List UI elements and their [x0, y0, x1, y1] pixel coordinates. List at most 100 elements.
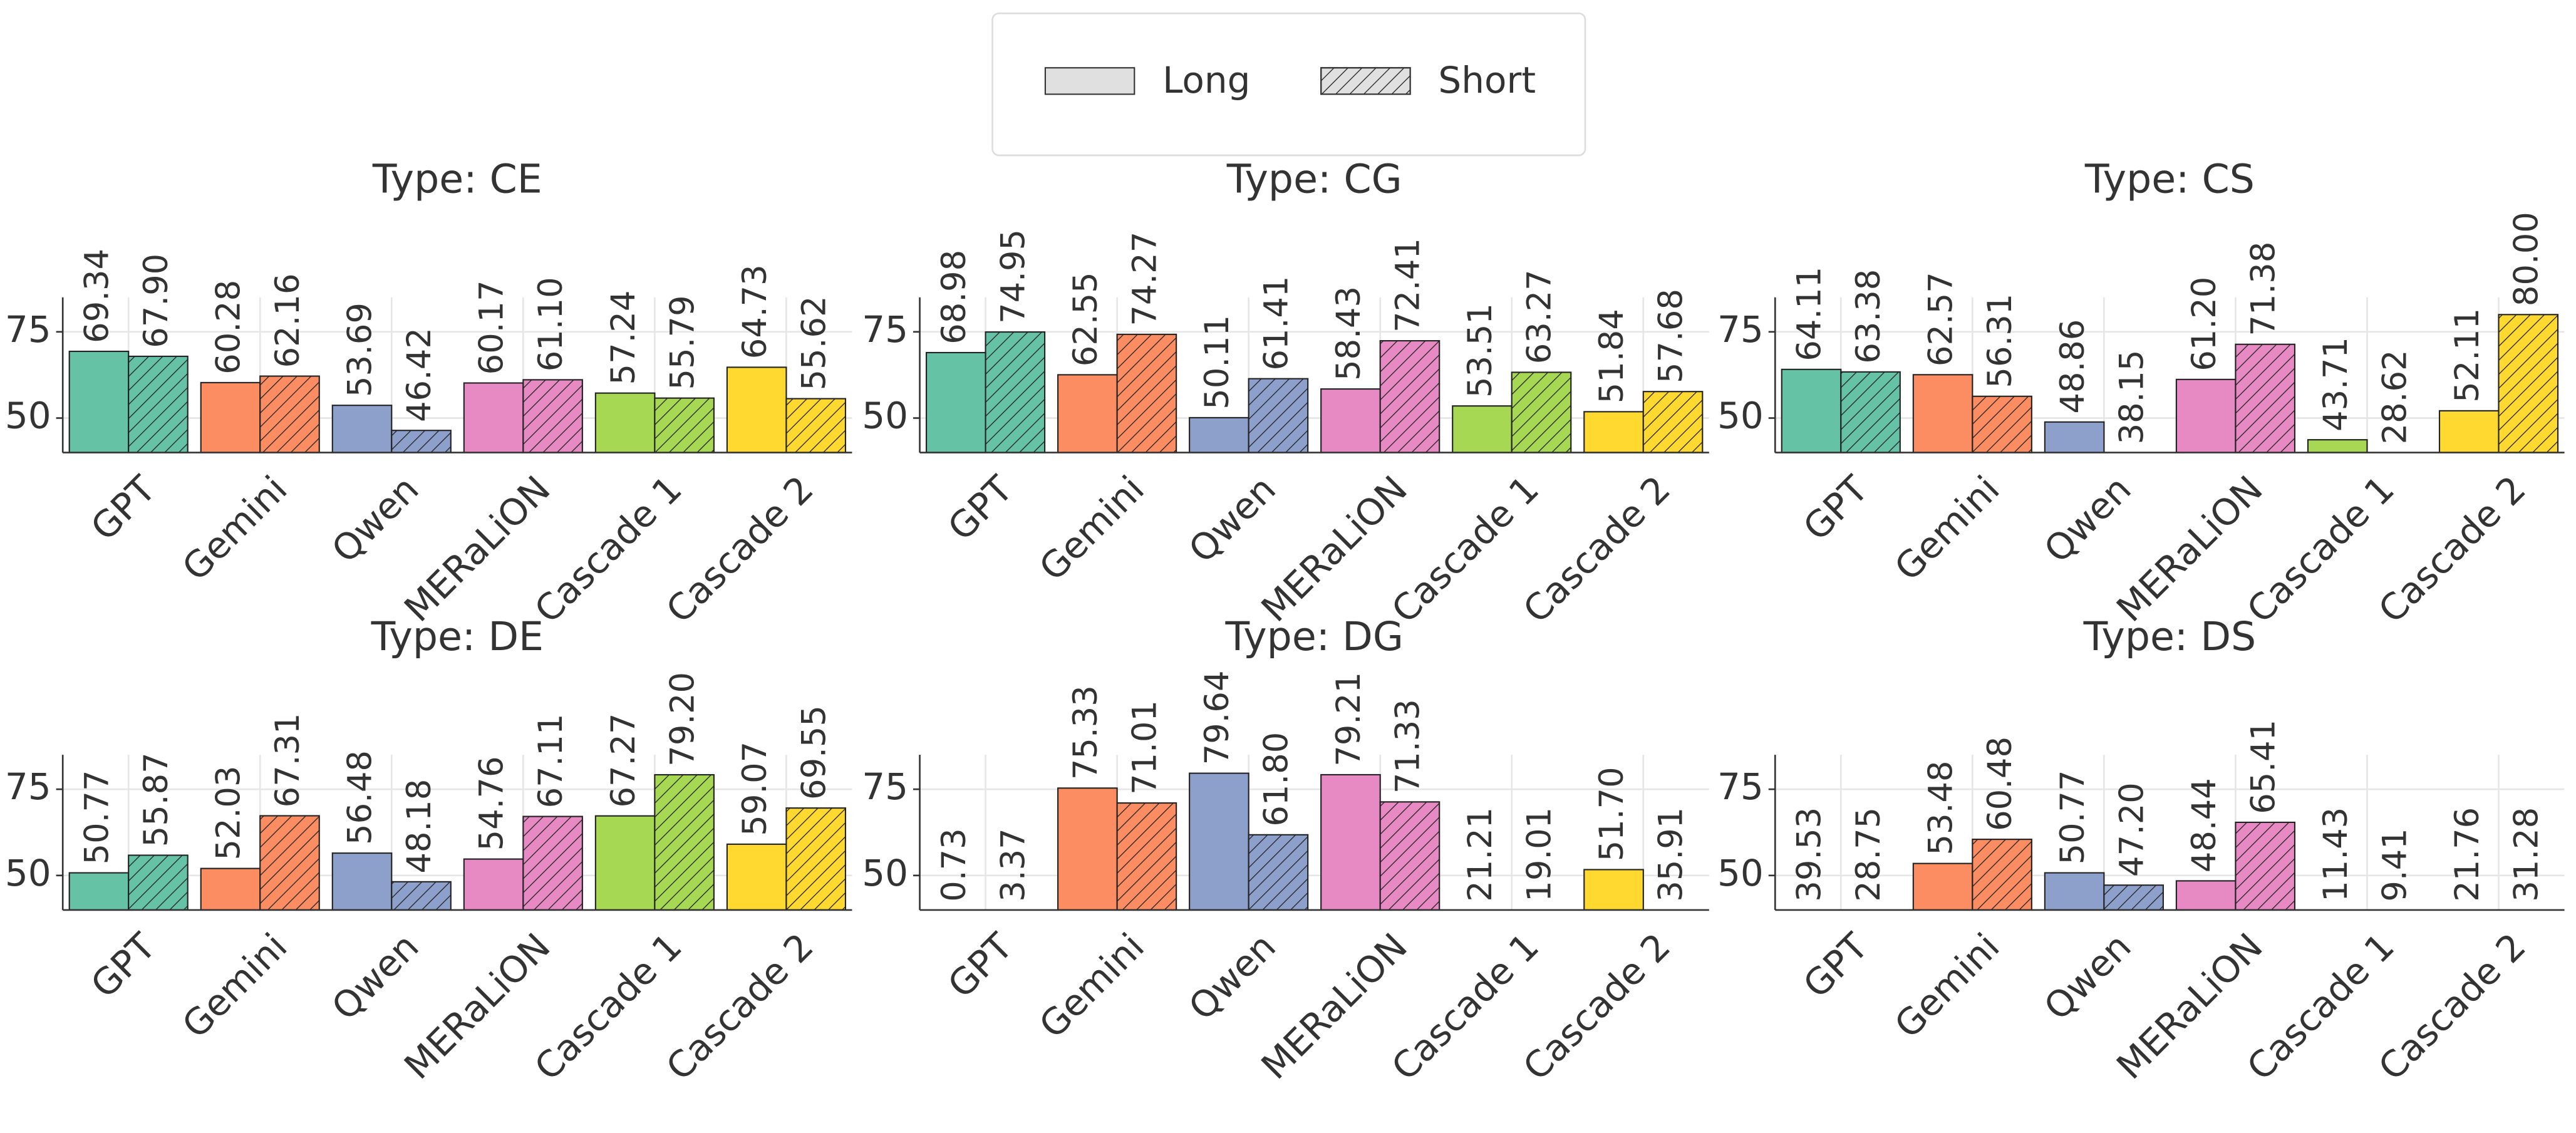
bar-hatch — [1380, 802, 1440, 910]
value-label: 61.20 — [2185, 277, 2223, 371]
bar — [594, 815, 656, 910]
value-label: 3.37 — [994, 828, 1032, 901]
x-tick-label: GPT — [83, 467, 164, 549]
bar-hatch — [1841, 371, 1900, 453]
value-label: 55.62 — [795, 296, 833, 390]
bar — [2438, 410, 2500, 453]
legend-hatch — [1320, 67, 1411, 95]
bar-hatch — [128, 356, 188, 453]
value-label: 64.73 — [736, 264, 774, 359]
value-label: 51.70 — [1593, 767, 1631, 861]
y-tick-label: 75 — [5, 308, 51, 351]
x-tick-label: GPT — [939, 925, 1021, 1006]
bar — [200, 867, 261, 910]
bar-hatch — [1117, 803, 1177, 910]
bar-hatch — [786, 808, 846, 910]
value-label: 59.07 — [736, 742, 774, 836]
bar-hatch — [786, 398, 846, 453]
bar-hatch — [1972, 839, 2032, 910]
bar-hatch — [1248, 834, 1308, 910]
bar — [1912, 862, 1973, 910]
panel: Type: CG 50 75 68.98 74.95 GPT 62.55 74.27 Gemin… — [862, 156, 1709, 631]
value-label: 79.20 — [663, 672, 701, 767]
bar-hatch — [391, 881, 451, 910]
value-label: 9.41 — [2376, 828, 2414, 901]
bar — [2307, 439, 2368, 453]
value-label: 11.43 — [2317, 807, 2355, 902]
bar — [1583, 869, 1644, 910]
y-tick-label: 75 — [1717, 308, 1764, 351]
value-label: 54.76 — [473, 756, 511, 851]
bar — [1781, 368, 1842, 453]
x-tick-label: Qwen — [1181, 925, 1284, 1028]
bar — [1189, 772, 1249, 910]
bar — [1583, 411, 1644, 453]
value-label: 68.98 — [935, 250, 973, 344]
x-tick-label: Qwen — [2036, 925, 2139, 1028]
bar — [200, 381, 261, 453]
value-label: 79.21 — [1330, 672, 1368, 767]
value-label: 48.86 — [2054, 319, 2092, 414]
value-label: 52.11 — [2448, 308, 2486, 403]
value-label: 50.11 — [1198, 315, 1236, 410]
bar — [1320, 388, 1381, 453]
bar — [1320, 773, 1381, 910]
bars — [925, 331, 1704, 453]
value-label: 53.69 — [341, 303, 380, 397]
value-label: 61.41 — [1258, 276, 1296, 371]
legend-box — [991, 12, 1586, 157]
chart-title: Type: CG — [1226, 156, 1402, 202]
panel: Type: DG 50 75 0.73 3.37 GPT 75.33 71.01 Gemini 7… — [862, 613, 1709, 1089]
bar — [2044, 872, 2105, 910]
value-label: 56.48 — [341, 750, 380, 845]
value-label: 60.17 — [473, 280, 511, 375]
bar-hatch — [1380, 341, 1440, 453]
value-label: 60.28 — [210, 280, 248, 375]
bar — [1452, 405, 1513, 453]
value-label: 31.28 — [2507, 807, 2545, 902]
y-tick-label: 50 — [5, 852, 51, 894]
value-label: 80.00 — [2507, 212, 2545, 306]
bar-hatch — [654, 775, 714, 910]
bar — [68, 350, 130, 453]
value-label: 0.73 — [935, 828, 973, 901]
bar-hatch — [1643, 391, 1703, 453]
value-label: 60.48 — [1981, 737, 2019, 831]
value-label: 75.33 — [1067, 685, 1105, 780]
value-label: 64.11 — [1791, 267, 1829, 361]
y-tick-label: 75 — [862, 765, 908, 808]
bar — [925, 351, 986, 453]
bar — [1057, 374, 1118, 453]
bars — [1912, 821, 2296, 910]
value-label: 71.38 — [2244, 242, 2282, 336]
bar-hatch — [1117, 334, 1177, 453]
value-label: 62.55 — [1067, 272, 1105, 366]
bar — [463, 382, 524, 453]
x-tick-label: Qwen — [323, 925, 427, 1028]
value-label: 71.33 — [1389, 699, 1427, 794]
bar-hatch — [128, 855, 188, 910]
legend-label: Long — [1162, 59, 1250, 101]
value-label: 21.21 — [1461, 807, 1499, 902]
y-tick-label: 50 — [1717, 395, 1764, 437]
value-label: 28.75 — [1849, 807, 1888, 902]
value-label: 62.57 — [1922, 272, 1960, 366]
value-label: 55.79 — [663, 295, 701, 390]
value-label: 67.11 — [532, 713, 570, 808]
value-label: 67.31 — [269, 713, 307, 807]
value-label: 48.44 — [2185, 778, 2223, 872]
bars — [1781, 314, 2559, 453]
chart-title: Type: DG — [1224, 613, 1403, 660]
y-tick-label: 50 — [862, 852, 908, 894]
bar — [1912, 374, 1973, 453]
value-label: 74.95 — [994, 229, 1032, 324]
x-tick-label: Gemini — [174, 925, 296, 1047]
value-label: 61.80 — [1258, 732, 1296, 827]
chart-title: Type: DE — [371, 613, 544, 660]
chart-title: Type: CE — [372, 156, 542, 202]
y-tick-label: 50 — [1717, 852, 1764, 894]
x-tick-label: Gemini — [1031, 925, 1152, 1047]
value-label: 53.51 — [1461, 303, 1499, 398]
bars — [68, 773, 847, 910]
